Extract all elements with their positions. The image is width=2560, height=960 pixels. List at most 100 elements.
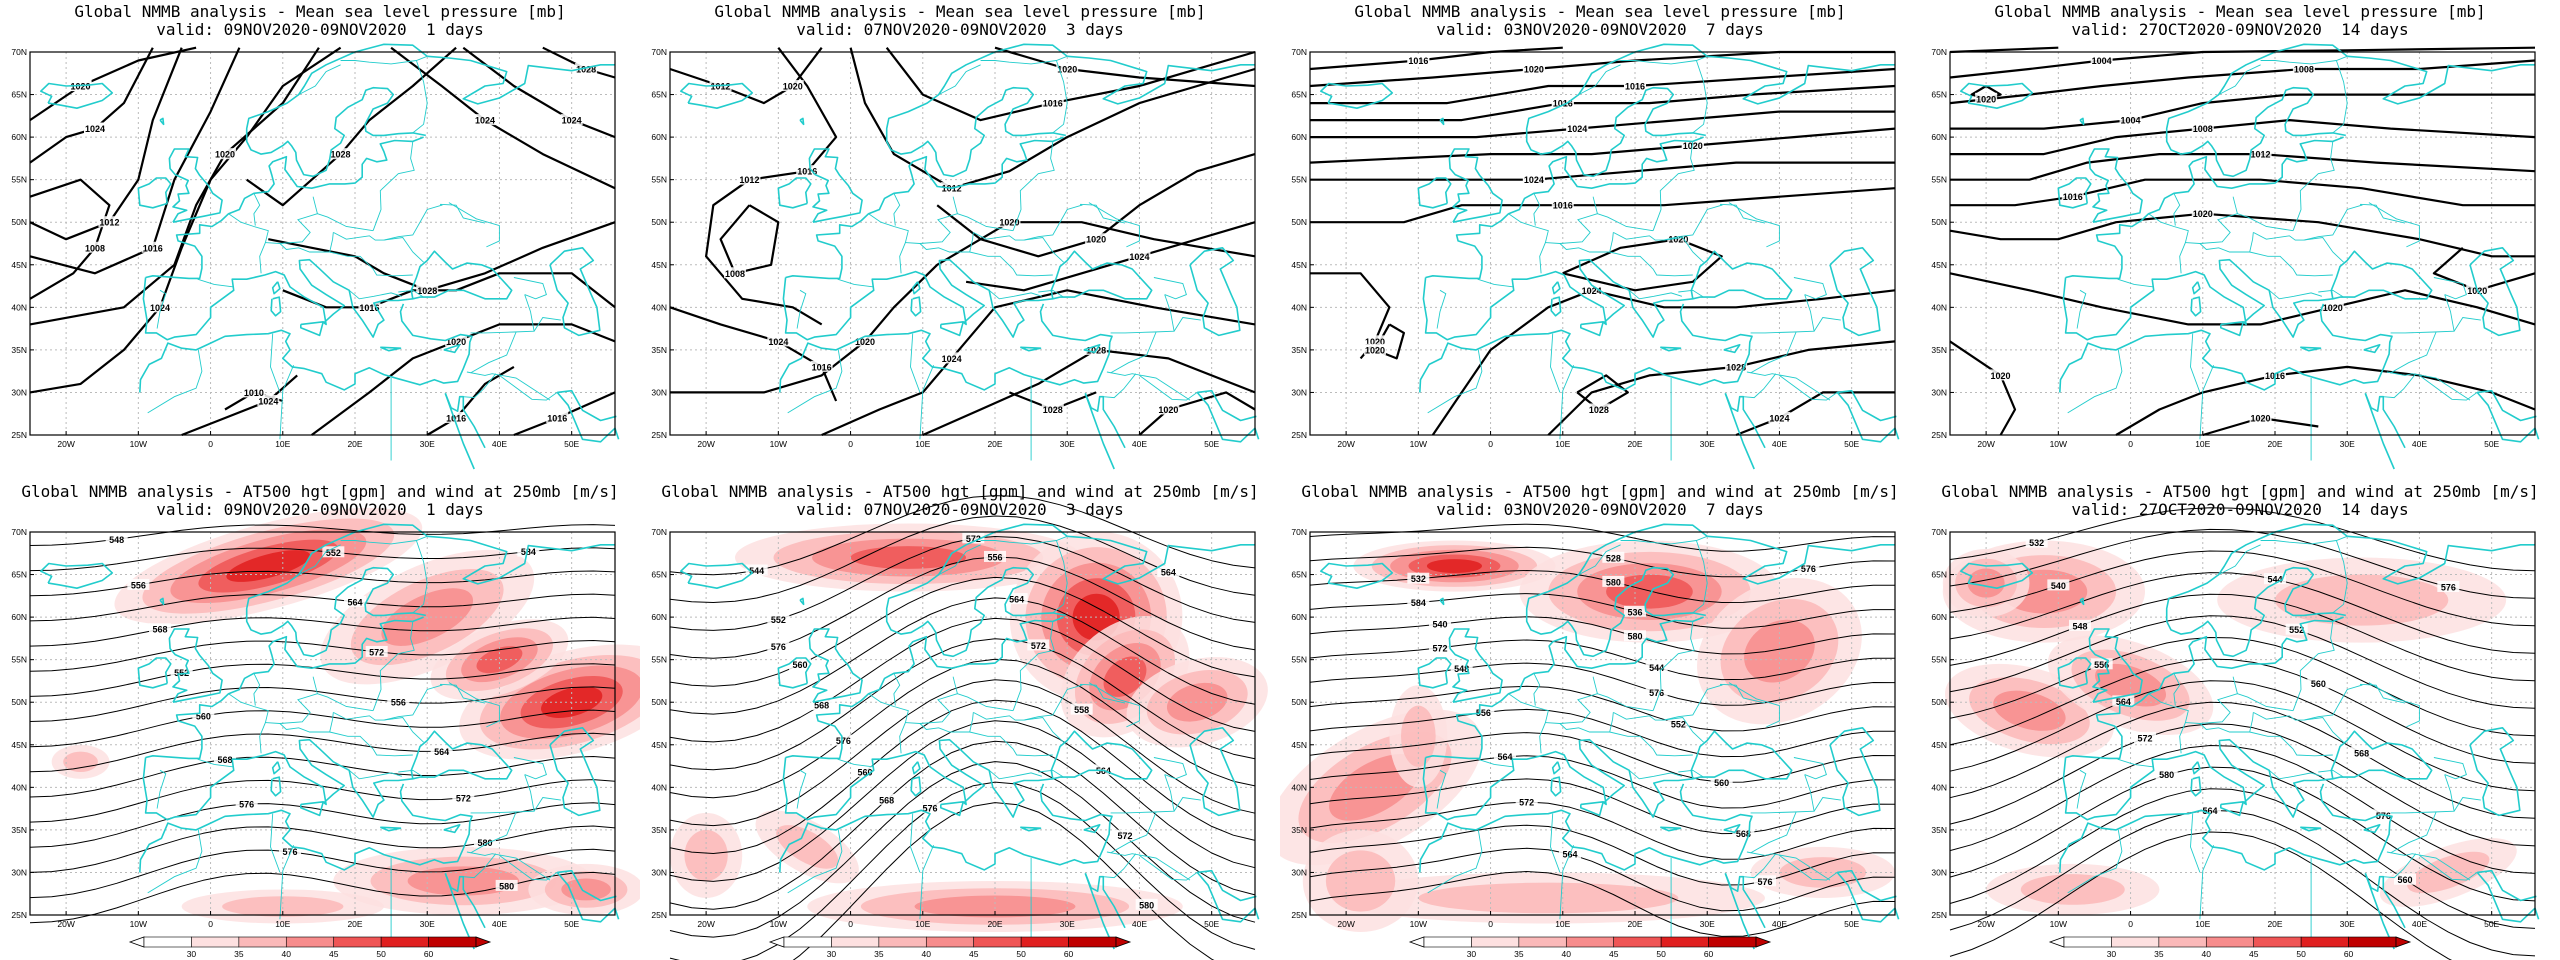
contour-label-bg <box>2264 573 2286 585</box>
wind-speed-area <box>914 895 1076 918</box>
country-border <box>1609 731 1693 757</box>
country-border <box>1477 758 1514 768</box>
coastline <box>1829 247 1881 337</box>
lon-tick-label: 10W <box>2050 439 2067 449</box>
colorbar-tick-label: 45 <box>1609 949 1619 959</box>
contour-label: 572 <box>456 793 471 803</box>
coastline <box>1067 55 1255 105</box>
contour-label: 548 <box>109 535 124 545</box>
coastline <box>2469 247 2521 337</box>
country-borders <box>2067 55 2481 461</box>
country-border <box>2148 693 2189 754</box>
coastline <box>2364 873 2406 929</box>
coastlines <box>1960 43 2540 470</box>
coastline <box>782 730 1153 821</box>
country-border <box>2185 196 2238 244</box>
country-border <box>2386 371 2471 401</box>
isoline <box>669 720 1256 882</box>
contour-label: 1024 <box>1524 175 1544 185</box>
country-border <box>1110 774 1175 814</box>
isoline <box>1309 755 1896 809</box>
lat-tick-label: 60N <box>1291 132 1307 142</box>
coastline <box>159 597 165 606</box>
map-frame <box>1949 531 2536 916</box>
contour-label-bg <box>235 797 258 809</box>
coastline <box>1084 393 1126 449</box>
contour-label: 576 <box>771 642 786 652</box>
contour-label: 1016 <box>797 167 817 177</box>
axis-ticks: 70N 65N 60N 55N 50N 45N 40N 35N 30N 25N 20W 10W 0 10E… <box>651 47 1219 449</box>
country-border <box>919 845 935 920</box>
coastline <box>2165 523 2348 658</box>
coastline <box>427 535 615 585</box>
country-borders <box>787 55 1201 461</box>
lon-tick-label: 50E <box>2484 439 2499 449</box>
lat-tick-label: 60N <box>1931 612 1947 622</box>
coastline <box>40 82 114 109</box>
contour-label: 1012 <box>739 175 759 185</box>
country-border <box>2076 769 2087 809</box>
lat-tick-label: 30N <box>1931 387 1947 397</box>
contour-label-bg <box>1551 97 1574 109</box>
contour-label: 1016 <box>812 362 832 372</box>
map-frame <box>29 531 616 916</box>
contour-label: 576 <box>1757 877 1772 887</box>
coastline <box>1084 873 1115 950</box>
panel-title-main: Global NMMB analysis - AT500 hgt [gpm] a… <box>661 482 1259 501</box>
lat-tick-label: 50N <box>651 217 667 227</box>
country-border <box>2368 202 2420 248</box>
contour-label-bg <box>141 241 164 253</box>
coastline <box>2057 177 2092 209</box>
country-border <box>2368 682 2420 728</box>
colorbar-tick-label: 50 <box>1656 949 1666 959</box>
country-borders <box>787 535 1201 941</box>
contour-label: 556 <box>987 552 1002 562</box>
coastline <box>1084 873 1126 929</box>
country-border <box>333 232 424 263</box>
isoline <box>1309 639 1896 681</box>
lat-tick-label: 65N <box>1291 570 1307 580</box>
country-border <box>499 855 558 881</box>
contour-label: 580 <box>1139 900 1154 910</box>
isoline <box>1309 685 1896 732</box>
coastline <box>680 82 754 109</box>
map-panel: 532 540 544 548 552 556 560 564 568 572 576 580 560 5… <box>1920 480 2560 960</box>
isoline <box>1949 637 2536 737</box>
country-border <box>1613 232 1704 263</box>
isoline <box>2115 365 2536 436</box>
colorbar-swatch <box>1423 936 1472 948</box>
map-background <box>1950 52 2535 435</box>
isoline <box>1949 831 2453 960</box>
country-border <box>2260 55 2348 65</box>
country-border <box>2386 851 2471 881</box>
lat-tick-label: 55N <box>651 175 667 185</box>
wind-speed-area <box>1166 682 1228 722</box>
country-border <box>448 682 500 728</box>
coastline <box>145 616 424 760</box>
isoline <box>1949 809 2536 957</box>
axis-ticks: 70N 65N 60N 55N 50N 45N 40N 35N 30N 25N 20W 10W 0 10E… <box>11 47 579 449</box>
isoline <box>1949 46 2536 79</box>
coastline <box>443 824 461 834</box>
colorbar-swatch <box>428 936 477 948</box>
country-border <box>1743 853 1777 879</box>
colorbar-tick-label: 45 <box>329 949 339 959</box>
lat-tick-label: 25N <box>1291 910 1307 920</box>
coastline <box>1439 597 1445 606</box>
coastline <box>2363 344 2381 354</box>
map-figure: 532 540 544 548 552 556 560 564 568 572 576 580 560 5… <box>1931 507 2540 960</box>
country-border <box>2303 203 2363 241</box>
coastline <box>2347 55 2535 105</box>
contour-label-bg <box>1975 92 1998 104</box>
country-border <box>2199 712 2254 733</box>
colorbar-tick-label: 35 <box>874 949 884 959</box>
country-border <box>973 712 1064 743</box>
country-border <box>298 64 341 95</box>
coastline <box>137 177 172 209</box>
contour-label: 556 <box>131 580 146 590</box>
isoline <box>1949 723 2536 847</box>
coastline <box>142 250 513 341</box>
country-border <box>1153 277 1187 300</box>
lon-tick-label: 30E <box>2340 919 2355 929</box>
isoline <box>1309 824 1896 886</box>
